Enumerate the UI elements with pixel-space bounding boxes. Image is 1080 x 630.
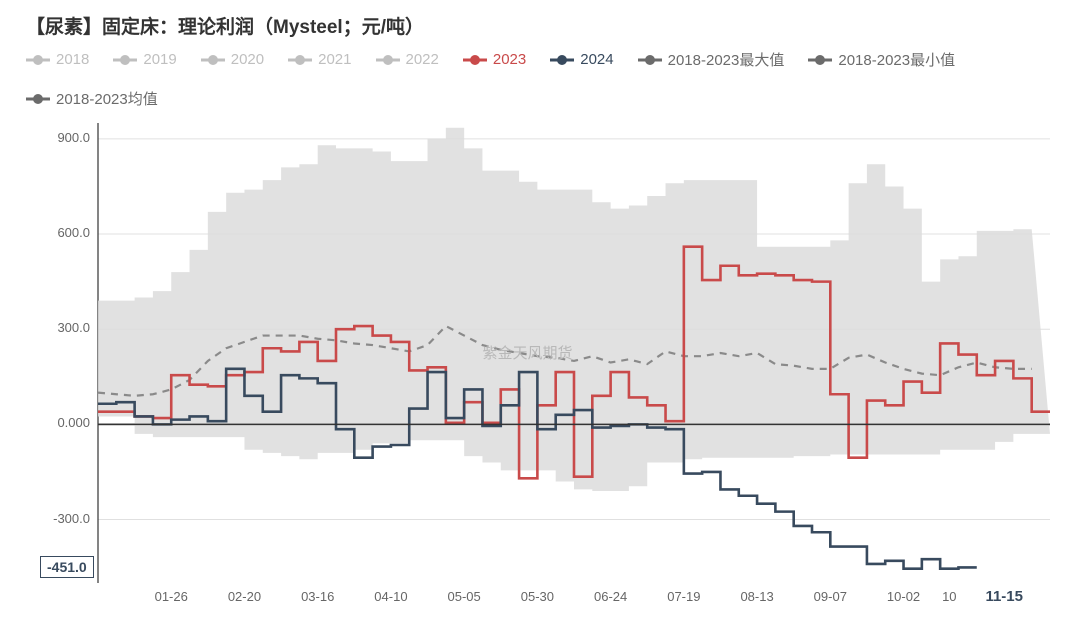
legend-label: 2022 bbox=[406, 51, 439, 68]
x-axis-label: 04-10 bbox=[374, 589, 407, 604]
legend-label: 2018-2023最小值 bbox=[838, 49, 955, 70]
legend-swatch-icon bbox=[26, 93, 50, 105]
x-axis-label: 01-26 bbox=[155, 589, 188, 604]
y-axis-label: -300.0 bbox=[20, 511, 90, 526]
x-axis-label: 09-07 bbox=[814, 589, 847, 604]
chart-title: 【尿素】固定床：理论利润（Mysteel；元/吨） bbox=[26, 12, 1060, 39]
x-axis-label: 10 bbox=[942, 589, 956, 604]
legend-label: 2018 bbox=[56, 51, 89, 68]
chart-area: 紫金天风期货 -451.0 -300.0 0.000 300.0 600.0 900.0… bbox=[20, 113, 1060, 613]
x-axis-label: 05-30 bbox=[521, 589, 554, 604]
legend-item[interactable]: 2018 bbox=[26, 49, 89, 70]
legend-label: 2018-2023均值 bbox=[56, 88, 158, 109]
legend-swatch-icon bbox=[376, 54, 400, 66]
y-axis-label: 0.000 bbox=[20, 415, 90, 430]
legend-swatch-icon bbox=[638, 54, 662, 66]
legend-label: 2023 bbox=[493, 51, 526, 68]
legend-swatch-icon bbox=[26, 54, 50, 66]
legend-item[interactable]: 2018-2023最大值 bbox=[638, 49, 785, 70]
y-axis-label: 300.0 bbox=[20, 320, 90, 335]
legend-label: 2019 bbox=[143, 51, 176, 68]
legend-item[interactable]: 2018-2023最小值 bbox=[808, 49, 955, 70]
legend-swatch-icon bbox=[113, 54, 137, 66]
legend-item[interactable]: 2022 bbox=[376, 49, 439, 70]
x-axis-label: 03-16 bbox=[301, 589, 334, 604]
legend-swatch-icon bbox=[463, 54, 487, 66]
legend-swatch-icon bbox=[201, 54, 225, 66]
x-axis-label: 02-20 bbox=[228, 589, 261, 604]
legend-item[interactable]: 2021 bbox=[288, 49, 351, 70]
legend-item[interactable]: 2024 bbox=[550, 49, 613, 70]
y-axis-label: 900.0 bbox=[20, 130, 90, 145]
x-axis-label-highlight: 11-15 bbox=[985, 588, 1023, 605]
x-axis-label: 05-05 bbox=[448, 589, 481, 604]
line-chart bbox=[20, 113, 1060, 613]
value-callout: -451.0 bbox=[40, 556, 94, 578]
x-axis-label: 10-02 bbox=[887, 589, 920, 604]
legend: 2018 2019 2020 2021 2022 2023 2024 2018-2023最大值… bbox=[20, 49, 1060, 109]
x-axis-label: 06-24 bbox=[594, 589, 627, 604]
legend-swatch-icon bbox=[550, 54, 574, 66]
x-axis-label: 07-19 bbox=[667, 589, 700, 604]
legend-item[interactable]: 2019 bbox=[113, 49, 176, 70]
legend-label: 2018-2023最大值 bbox=[668, 49, 785, 70]
x-axis-label: 08-13 bbox=[740, 589, 773, 604]
legend-label: 2021 bbox=[318, 51, 351, 68]
legend-swatch-icon bbox=[808, 54, 832, 66]
legend-label: 2020 bbox=[231, 51, 264, 68]
legend-item[interactable]: 2020 bbox=[201, 49, 264, 70]
legend-swatch-icon bbox=[288, 54, 312, 66]
y-axis-label: 600.0 bbox=[20, 225, 90, 240]
legend-item[interactable]: 2023 bbox=[463, 49, 526, 70]
legend-item[interactable]: 2018-2023均值 bbox=[26, 88, 158, 109]
legend-label: 2024 bbox=[580, 51, 613, 68]
watermark: 紫金天风期货 bbox=[482, 342, 572, 363]
